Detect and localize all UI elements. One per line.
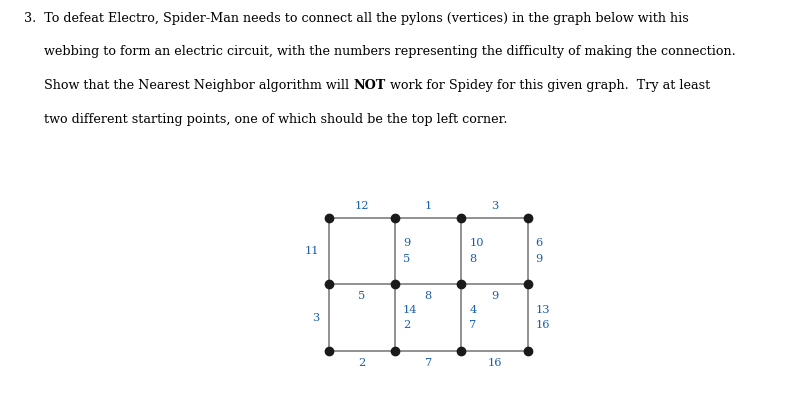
Text: 5: 5	[403, 254, 410, 264]
Text: 14: 14	[403, 305, 418, 314]
Text: NOT: NOT	[353, 79, 385, 92]
Text: 4: 4	[469, 305, 477, 314]
Text: 2: 2	[403, 320, 410, 331]
Text: 11: 11	[305, 246, 319, 256]
Text: 9: 9	[536, 254, 543, 264]
Text: 2: 2	[359, 357, 365, 368]
Text: 9: 9	[491, 292, 498, 301]
Text: 13: 13	[536, 305, 550, 314]
Text: 3: 3	[312, 312, 319, 323]
Text: 9: 9	[403, 238, 410, 248]
Text: webbing to form an electric circuit, with the numbers representing the difficult: webbing to form an electric circuit, wit…	[24, 45, 736, 58]
Text: 8: 8	[425, 292, 431, 301]
Text: 16: 16	[536, 320, 550, 331]
Text: 12: 12	[355, 201, 369, 211]
Text: 7: 7	[469, 320, 477, 331]
Text: 10: 10	[469, 238, 484, 248]
Text: 7: 7	[425, 357, 431, 368]
Text: Show that the Nearest Neighbor algorithm will: Show that the Nearest Neighbor algorithm…	[24, 79, 353, 92]
Text: 6: 6	[536, 238, 543, 248]
Text: 5: 5	[359, 292, 365, 301]
Text: 16: 16	[487, 357, 502, 368]
Text: 3.  To defeat Electro, Spider-Man needs to connect all the pylons (vertices) in : 3. To defeat Electro, Spider-Man needs t…	[24, 12, 689, 25]
Text: work for Spidey for this given graph.  Try at least: work for Spidey for this given graph. Tr…	[385, 79, 710, 92]
Text: 1: 1	[425, 201, 431, 211]
Text: 8: 8	[469, 254, 477, 264]
Text: 3: 3	[491, 201, 498, 211]
Text: two different starting points, one of which should be the top left corner.: two different starting points, one of wh…	[24, 113, 507, 126]
